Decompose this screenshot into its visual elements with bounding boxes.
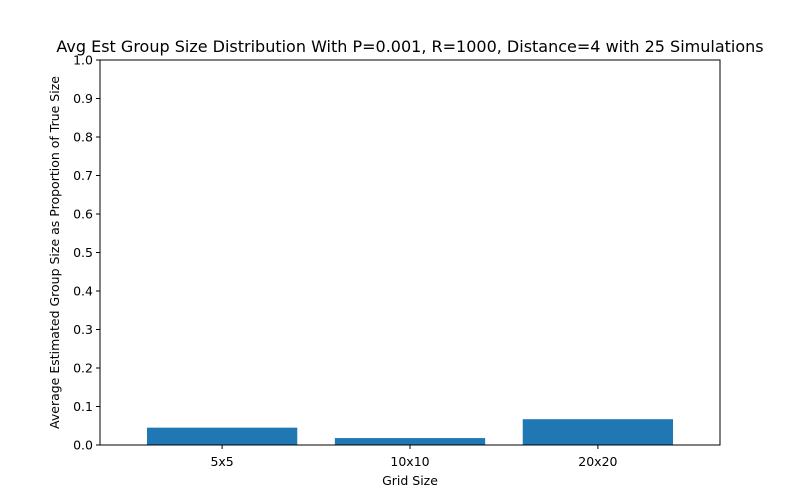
bars-group: [146, 419, 674, 445]
bar-5x5: [146, 427, 298, 445]
y-axis-label: Average Estimated Group Size as Proporti…: [47, 76, 62, 429]
bar-20x20: [522, 419, 674, 445]
x-axis-ticks: 5x5 10x10 20x20: [210, 445, 618, 469]
x-tick-label: 20x20: [578, 454, 617, 469]
y-tick-label: 0.3: [73, 322, 93, 337]
y-axis-ticks: 0.0 0.1 0.2 0.3 0.4 0.5 0.6 0.7 0.8 0.9 1.0: [73, 53, 100, 453]
y-tick-label: 0.2: [73, 361, 93, 376]
plot-frame: [99, 59, 721, 446]
x-tick-label: 5x5: [210, 454, 233, 469]
y-tick-label: 0.6: [73, 207, 93, 222]
y-tick-label: 0.7: [73, 168, 93, 183]
y-tick-label: 0.9: [73, 91, 93, 106]
y-tick-label: 0.5: [73, 245, 93, 260]
y-tick-label: 0.8: [73, 130, 93, 145]
y-tick-label: 0.1: [73, 399, 93, 414]
chart-title: Avg Est Group Size Distribution With P=0…: [56, 37, 763, 56]
x-axis-label: Grid Size: [382, 473, 438, 488]
bar-10x10: [334, 438, 486, 445]
y-tick-label: 1.0: [73, 53, 93, 68]
x-tick-label: 10x10: [390, 454, 429, 469]
y-tick-label: 0.0: [73, 438, 93, 453]
y-tick-label: 0.4: [73, 284, 93, 299]
